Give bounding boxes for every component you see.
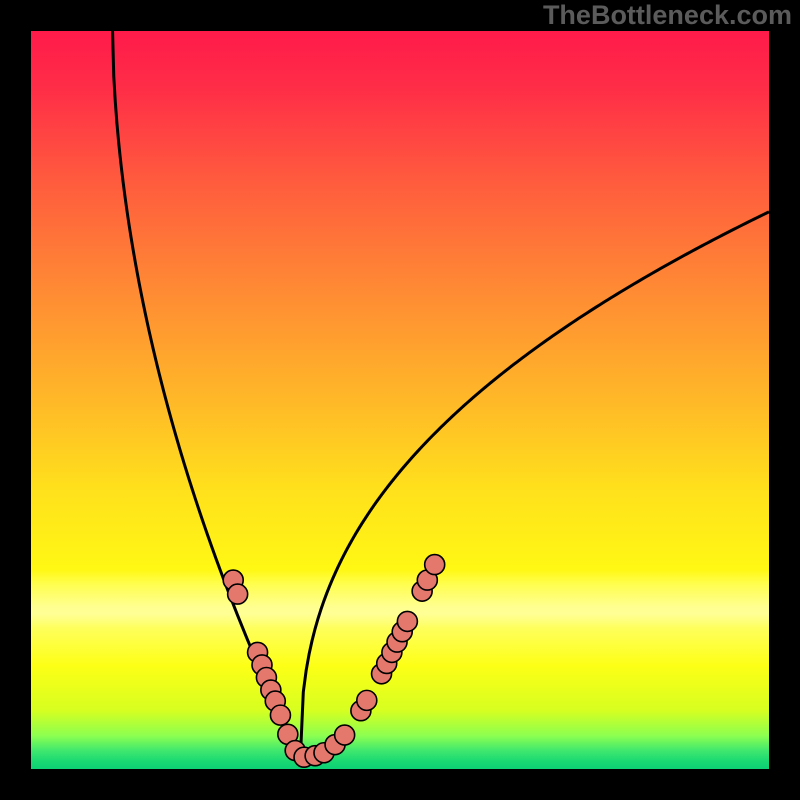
- dot-right: [335, 725, 355, 745]
- root-container: TheBottleneck.com: [0, 0, 800, 800]
- dot-right: [357, 690, 377, 710]
- dot-left: [270, 705, 290, 725]
- watermark-text: TheBottleneck.com: [543, 0, 792, 31]
- dot-left: [228, 584, 248, 604]
- bottleneck-chart: [0, 0, 800, 800]
- dot-right: [397, 611, 417, 631]
- dot-right: [425, 555, 445, 575]
